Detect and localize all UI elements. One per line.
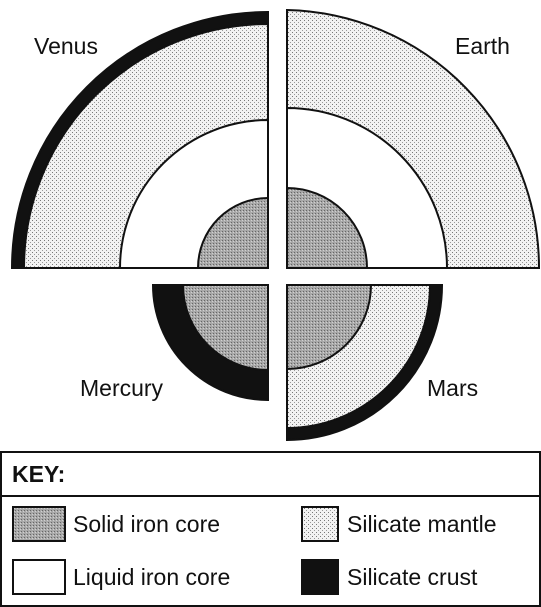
planet-label: Mars — [427, 375, 478, 401]
mars-section — [287, 285, 442, 440]
swatch-solid-core — [13, 507, 65, 541]
key-item: Silicate crust — [347, 564, 478, 590]
swatch-mantle — [302, 507, 338, 541]
key-item: Silicate mantle — [347, 511, 497, 537]
planet-label: Earth — [455, 33, 510, 59]
swatch-crust — [302, 560, 338, 594]
planet-label: Mercury — [80, 375, 164, 401]
swatch-liquid-core — [13, 560, 65, 594]
key-title: KEY: — [12, 461, 65, 487]
key-item: Solid iron core — [73, 511, 220, 537]
mercury-section — [153, 285, 268, 400]
planet-label: Venus — [34, 33, 98, 59]
key-item: Liquid iron core — [73, 564, 230, 590]
key: KEY: Solid iron core Silicate mantle Liq… — [1, 452, 540, 606]
planet-interiors-diagram: Venus Earth Mercury Mars KEY: Solid iron… — [0, 0, 541, 607]
